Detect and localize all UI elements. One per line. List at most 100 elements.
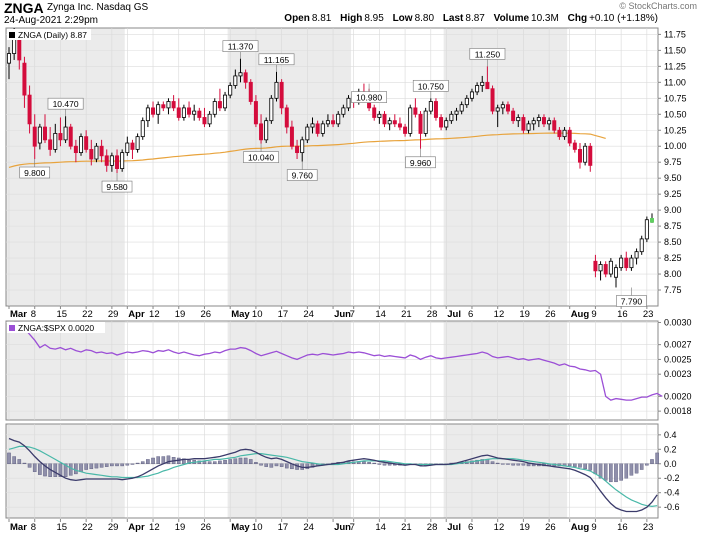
histogram-bar <box>202 461 207 464</box>
candle-body <box>464 97 469 106</box>
histogram-bar <box>305 463 310 470</box>
histogram-bar <box>269 463 274 468</box>
annotation-box <box>351 91 387 103</box>
x-tick-label: 14 <box>375 522 386 533</box>
candle-body <box>43 126 48 141</box>
candle-body <box>120 152 125 169</box>
annotation-box <box>405 156 436 169</box>
price-annotation: 10.980 <box>356 93 382 103</box>
candle-body <box>53 133 58 150</box>
y-tick-label: 0.2 <box>664 444 677 454</box>
candle-body <box>397 123 402 128</box>
histogram-bar <box>22 462 27 464</box>
histogram-bar <box>259 463 263 466</box>
candle-body <box>577 149 582 163</box>
histogram-bar <box>475 459 479 464</box>
histogram-bar <box>382 463 387 466</box>
y-tick-label: 0.0018 <box>664 406 692 416</box>
histogram-bar <box>254 462 258 464</box>
x-tick-label: Aug <box>571 522 590 533</box>
x-tick-label: Jul <box>447 522 461 533</box>
candle-body <box>238 72 243 77</box>
x-tick-label: 26 <box>545 522 556 533</box>
histogram-bar <box>58 463 63 477</box>
histogram-bar <box>274 463 279 467</box>
candle-body <box>490 88 495 112</box>
y-tick-label: 9.50 <box>664 173 682 183</box>
histogram-bar <box>223 459 227 464</box>
y-tick-label: 8.25 <box>664 253 682 263</box>
x-tick-label: Jul <box>447 309 461 320</box>
histogram-bar <box>248 459 253 464</box>
price-annotation: 11.165 <box>264 55 290 65</box>
histogram-bar <box>639 463 644 470</box>
candle-body <box>331 120 336 125</box>
candle-body <box>248 81 253 102</box>
histogram-bar <box>27 463 32 468</box>
histogram-bar <box>63 463 68 477</box>
candle-body <box>202 117 207 125</box>
histogram-bar <box>187 459 191 464</box>
histogram-bar <box>238 457 243 464</box>
candle-body <box>145 107 150 122</box>
candle-body <box>161 104 166 109</box>
candle-body <box>212 101 217 115</box>
candle-body <box>639 238 644 253</box>
x-tick-label: 6 <box>468 309 473 320</box>
candle-body <box>511 110 516 122</box>
month-shade <box>227 28 352 306</box>
candle-body <box>135 136 140 150</box>
x-tick-label: 24 <box>303 309 314 320</box>
x-tick-label: 19 <box>519 522 530 533</box>
x-tick-label: 12 <box>494 522 505 533</box>
candle-body <box>505 104 510 112</box>
chart-header: ZNGA Zynga Inc. Nasdaq GS 24-Aug-2021 2:… <box>0 0 705 30</box>
quote-label: Last <box>442 13 464 24</box>
legend-bg <box>7 322 105 333</box>
x-tick-label: 7 <box>350 522 355 533</box>
candle-body <box>444 120 449 128</box>
histogram-bar <box>125 463 130 466</box>
candle-body <box>382 113 387 125</box>
x-tick-label: Jun <box>334 309 351 320</box>
x-tick-label: 10 <box>252 309 263 320</box>
y-tick-label: 10.75 <box>664 93 687 103</box>
candle-body <box>300 139 305 154</box>
x-tick-label: 8 <box>31 309 36 320</box>
candle-body <box>593 260 598 272</box>
candle-body <box>320 123 325 134</box>
histogram-bar <box>567 463 572 467</box>
y-tick-label: 11.75 <box>664 29 686 39</box>
candle-body <box>253 101 258 125</box>
candle-body <box>17 37 22 61</box>
y-tick-label: 0.0030 <box>664 317 692 327</box>
candle-body <box>156 104 161 115</box>
company-name: Zynga Inc. Nasdaq GS <box>47 2 149 13</box>
annotation-box <box>469 48 506 60</box>
x-tick-label: 12 <box>494 309 505 320</box>
x-tick-label: 26 <box>200 309 211 320</box>
candle-body <box>259 123 264 141</box>
x-tick-label: Mar <box>10 309 27 320</box>
price-annotation: 7.790 <box>621 296 643 306</box>
candle-body <box>48 139 53 150</box>
y-tick-label: -0.6 <box>664 502 680 512</box>
histogram-bar <box>655 452 659 464</box>
quote-value: 8.95 <box>364 13 384 24</box>
month-shade <box>443 28 568 306</box>
candle-body <box>624 257 629 269</box>
candle-body <box>217 101 222 109</box>
x-tick-label: 26 <box>200 522 211 533</box>
quote-value: 8.80 <box>414 13 435 24</box>
x-tick-label: 12 <box>149 309 160 320</box>
candle-body <box>613 267 618 278</box>
x-tick-label: 26 <box>545 309 556 320</box>
candle-body <box>392 120 397 125</box>
candle-body <box>187 107 192 115</box>
histogram-bar <box>490 461 495 464</box>
y-tick-label: 9.00 <box>664 205 682 215</box>
candle-body <box>372 107 377 118</box>
x-tick-label: 9 <box>591 309 596 320</box>
histogram-bar <box>233 458 238 464</box>
